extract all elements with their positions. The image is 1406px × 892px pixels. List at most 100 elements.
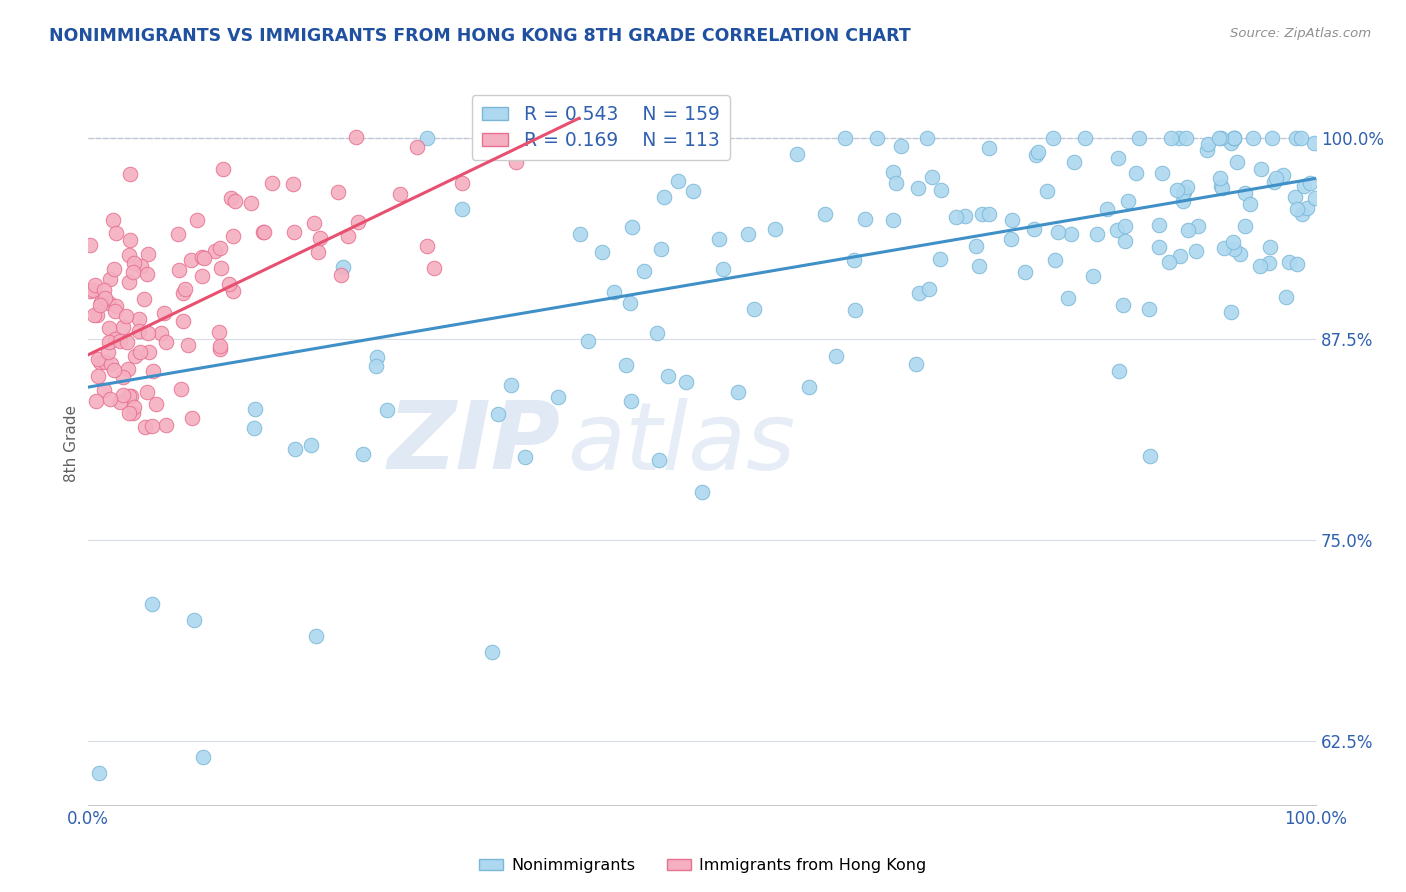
Point	[1045, 253, 1067, 268]
Point	[100, 358, 122, 372]
Legend:  R = 0.543    N = 159,  R = 0.169    N = 113: R = 0.543 N = 159, R = 0.169 N = 113	[471, 95, 730, 160]
Point	[1296, 201, 1319, 215]
Point	[1147, 218, 1170, 232]
Point	[1234, 219, 1257, 234]
Point	[1116, 194, 1139, 208]
Point	[112, 369, 135, 384]
Point	[866, 131, 889, 145]
Point	[138, 344, 160, 359]
Point	[122, 256, 145, 270]
Point	[136, 267, 159, 281]
Point	[709, 232, 731, 246]
Text: NONIMMIGRANTS VS IMMIGRANTS FROM HONG KONG 8TH GRADE CORRELATION CHART: NONIMMIGRANTS VS IMMIGRANTS FROM HONG KO…	[49, 27, 911, 45]
Point	[211, 260, 233, 275]
Point	[1128, 131, 1150, 145]
Point	[505, 154, 527, 169]
Point	[284, 442, 307, 456]
Point	[657, 369, 679, 384]
Point	[155, 335, 177, 350]
Point	[1087, 227, 1109, 241]
Point	[515, 450, 537, 465]
Point	[1166, 183, 1188, 197]
Point	[1107, 152, 1129, 166]
Point	[929, 252, 952, 267]
Point	[191, 269, 214, 284]
Point	[120, 233, 142, 247]
Point	[965, 239, 987, 253]
Point	[97, 345, 120, 359]
Point	[416, 131, 439, 145]
Point	[786, 146, 808, 161]
Point	[118, 248, 141, 262]
Point	[218, 277, 240, 291]
Point	[1261, 131, 1284, 145]
Point	[1074, 131, 1097, 145]
Point	[1291, 207, 1313, 221]
Point	[1289, 131, 1312, 145]
Point	[87, 352, 110, 367]
Point	[222, 285, 245, 299]
Point	[1108, 363, 1130, 377]
Point	[344, 130, 367, 145]
Point	[576, 334, 599, 348]
Point	[647, 453, 669, 467]
Point	[112, 319, 135, 334]
Point	[169, 263, 191, 277]
Point	[104, 226, 127, 240]
Point	[1239, 197, 1261, 211]
Point	[1112, 298, 1135, 312]
Point	[1258, 256, 1281, 270]
Point	[93, 355, 115, 369]
Point	[1159, 255, 1181, 269]
Point	[245, 401, 267, 416]
Point	[152, 306, 174, 320]
Point	[79, 284, 101, 298]
Point	[209, 338, 232, 352]
Point	[451, 202, 474, 216]
Point	[108, 394, 131, 409]
Point	[90, 295, 112, 310]
Point	[737, 227, 759, 241]
Point	[1160, 131, 1182, 145]
Point	[1223, 131, 1246, 145]
Point	[122, 406, 145, 420]
Point	[117, 275, 139, 289]
Point	[666, 174, 689, 188]
Point	[825, 350, 848, 364]
Point	[193, 251, 215, 265]
Point	[977, 207, 1000, 221]
Point	[172, 286, 194, 301]
Point	[652, 189, 675, 203]
Point	[1302, 136, 1324, 150]
Point	[307, 245, 329, 260]
Point	[1233, 186, 1256, 200]
Point	[945, 210, 967, 224]
Point	[1292, 179, 1315, 194]
Point	[240, 196, 263, 211]
Point	[1125, 166, 1147, 180]
Point	[842, 252, 865, 267]
Point	[620, 219, 643, 234]
Point	[1229, 246, 1251, 260]
Point	[620, 394, 643, 409]
Point	[501, 378, 523, 392]
Point	[1175, 180, 1198, 194]
Point	[128, 311, 150, 326]
Point	[155, 418, 177, 433]
Point	[1209, 171, 1232, 186]
Point	[347, 215, 370, 229]
Point	[1211, 178, 1233, 193]
Point	[603, 285, 626, 299]
Point	[1022, 222, 1045, 236]
Point	[1036, 185, 1059, 199]
Point	[1223, 131, 1246, 145]
Point	[98, 272, 121, 286]
Point	[177, 337, 200, 351]
Point	[977, 141, 1000, 155]
Point	[224, 194, 246, 209]
Point	[1114, 219, 1136, 234]
Point	[124, 349, 146, 363]
Point	[1025, 147, 1047, 161]
Point	[814, 207, 837, 221]
Point	[112, 388, 135, 402]
